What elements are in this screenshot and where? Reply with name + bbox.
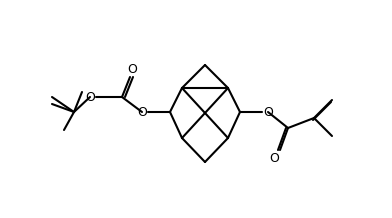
Text: O: O xyxy=(263,106,273,119)
Text: O: O xyxy=(127,63,137,75)
Text: O: O xyxy=(269,152,279,165)
Text: O: O xyxy=(85,90,95,104)
Text: O: O xyxy=(137,106,147,119)
